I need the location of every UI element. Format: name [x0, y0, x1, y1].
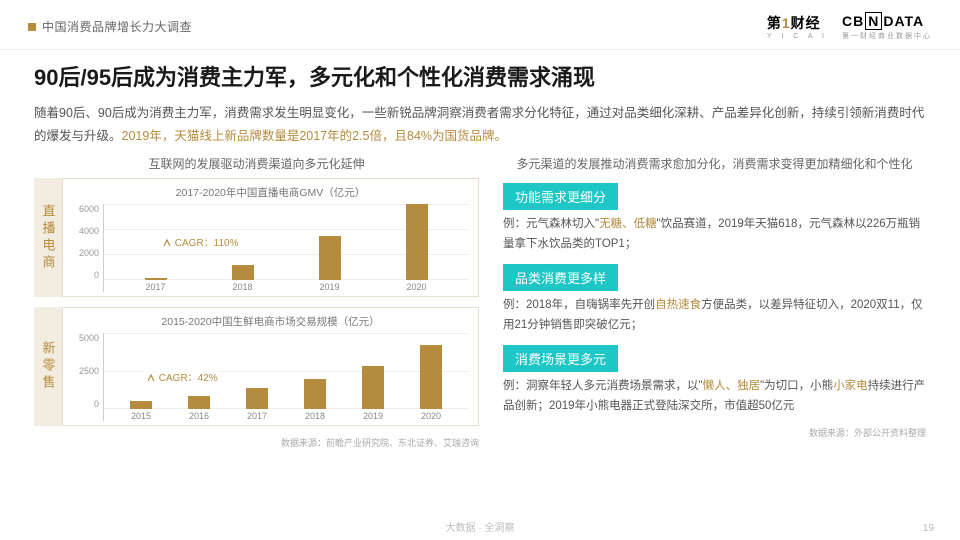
x-tick: 2017	[247, 411, 267, 421]
chart-card-2: 2015-2020中国生鲜电商市场交易规模（亿元） 5000 2500 0 2015 2…	[62, 307, 479, 426]
y-tick: 2000	[79, 248, 99, 258]
intro-paragraph: 随着90后、90后成为消费主力军，消费需求发生明显变化，一些新锐品牌洞察消费者需…	[34, 102, 926, 147]
logo-text: 财经	[791, 15, 821, 31]
side-tag-live-ecommerce: 直播电商	[34, 178, 62, 297]
x-tick: 2019	[319, 282, 339, 292]
x-tick: 2015	[131, 411, 151, 421]
logo-yicai: 第1财经 Y I C A I	[767, 13, 828, 40]
side-tag-label: 直播电商	[39, 204, 58, 272]
feature-body: 例：洞察年轻人多元消费场景需求，以"懒人、独居"为切口，小熊小家电持续进行产品创…	[503, 377, 926, 416]
bar	[246, 388, 268, 409]
right-column: 多元渠道的发展推动消费需求愈加分化，消费需求变得更加精细化和个性化 功能需求更细…	[503, 155, 926, 449]
x-tick: 2018	[232, 282, 252, 292]
bar	[319, 236, 341, 280]
side-tag-label: 新零售	[39, 341, 58, 392]
chart-card-1: 2017-2020年中国直播电商GMV（亿元） 6000 4000 2000 0 201…	[62, 178, 479, 297]
bar-chart-1: 6000 4000 2000 0 2017 2018 2019 2020 CAGR：110%	[73, 204, 468, 292]
bar	[420, 345, 442, 409]
right-source: 数据来源：外部公开资料整理	[503, 426, 926, 439]
page-title: 90后/95后成为消费主力军，多元化和个性化消费需求涌现	[34, 60, 926, 92]
top-bar: 中国消费品牌增长力大调查 第1财经 Y I C A I CBNDATA 第一财经…	[0, 0, 960, 41]
bar	[232, 265, 254, 280]
logo-cbndata: CBNDATA 第一财经商业数据中心	[842, 12, 932, 41]
feature-block: 功能需求更细分例：元气森林切入"无糖、低糖"饮品赛道，2019年天猫618，元气…	[503, 183, 926, 254]
header-right: 第1财经 Y I C A I CBNDATA 第一财经商业数据中心	[767, 12, 932, 41]
bar	[188, 396, 210, 409]
footer-text: 大数据 · 全洞察	[0, 519, 960, 534]
logo-text: DATA	[883, 13, 924, 29]
feature-tag: 功能需求更细分	[503, 183, 618, 210]
bar	[362, 366, 384, 409]
x-tick: 2019	[363, 411, 383, 421]
y-tick: 4000	[79, 226, 99, 236]
bar	[130, 401, 152, 409]
x-tick: 2017	[145, 282, 165, 292]
header-left: 中国消费品牌增长力大调查	[28, 18, 192, 35]
y-tick: 5000	[79, 333, 99, 343]
left-column: 互联网的发展驱动消费渠道向多元化延伸 直播电商 2017-2020年中国直播电商…	[34, 155, 479, 449]
page-number: 19	[923, 523, 934, 534]
header-tag: 中国消费品牌增长力大调查	[42, 18, 192, 35]
chart-title: 2015-2020中国生鲜电商市场交易规模（亿元）	[73, 314, 468, 329]
y-tick: 0	[94, 399, 99, 409]
right-caption: 多元渠道的发展推动消费需求愈加分化，消费需求变得更加精细化和个性化	[503, 155, 926, 173]
feature-body: 例：2018年，自嗨锅率先开创自热速食方便品类，以差异特征切入，2020双11，…	[503, 296, 926, 335]
x-tick: 2020	[406, 282, 426, 292]
feature-block: 品类消费更多样例：2018年，自嗨锅率先开创自热速食方便品类，以差异特征切入，2…	[503, 264, 926, 335]
feature-tag: 品类消费更多样	[503, 264, 618, 291]
y-tick: 2500	[79, 366, 99, 376]
feature-block: 消费场景更多元例：洞察年轻人多元消费场景需求，以"懒人、独居"为切口，小熊小家电…	[503, 345, 926, 416]
bar-chart-2: 5000 2500 0 2015 2016 2017 2018 2019 2020 CAGR：4…	[73, 333, 468, 421]
logo-text: CB	[842, 13, 864, 29]
bar	[145, 278, 167, 280]
logo-sub: Y I C A I	[767, 33, 828, 40]
logo-text: 第	[767, 15, 782, 31]
x-tick: 2018	[305, 411, 325, 421]
intro-highlight: 2019年，天猫线上新品牌数量是2017年的2.5倍，且84%为国货品牌。	[122, 129, 508, 143]
x-tick: 2016	[189, 411, 209, 421]
chart-row-1: 直播电商 2017-2020年中国直播电商GMV（亿元） 6000 4000 200…	[34, 178, 479, 297]
feature-body: 例：元气森林切入"无糖、低糖"饮品赛道，2019年天猫618，元气森林以226万…	[503, 215, 926, 254]
chart-title: 2017-2020年中国直播电商GMV（亿元）	[73, 185, 468, 200]
y-tick: 0	[94, 270, 99, 280]
bar	[406, 204, 428, 280]
chart-row-2: 新零售 2015-2020中国生鲜电商市场交易规模（亿元） 5000250002…	[34, 307, 479, 426]
square-bullet-icon	[28, 23, 36, 31]
x-tick: 2020	[421, 411, 441, 421]
cagr-annotation: CAGR：110%	[160, 234, 241, 249]
logo-sub: 第一财经商业数据中心	[842, 31, 932, 41]
cagr-annotation: CAGR：42%	[144, 369, 220, 384]
side-tag-new-retail: 新零售	[34, 307, 62, 426]
feature-tag: 消费场景更多元	[503, 345, 618, 372]
bar	[304, 379, 326, 409]
content: 90后/95后成为消费主力军，多元化和个性化消费需求涌现 随着90后、90后成为…	[0, 50, 960, 449]
logo-boxed-letter: N	[865, 12, 882, 30]
logo-glyph: 1	[782, 15, 791, 31]
left-caption: 互联网的发展驱动消费渠道向多元化延伸	[34, 155, 479, 172]
left-source: 数据来源：前瞻产业研究院、东北证券、艾瑞咨询	[34, 436, 479, 449]
y-tick: 6000	[79, 204, 99, 214]
